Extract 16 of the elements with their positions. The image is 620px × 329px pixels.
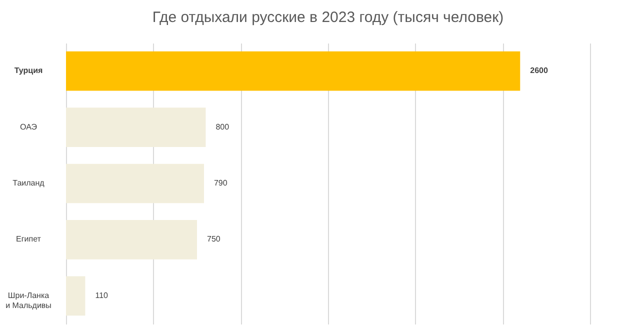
y-tick-label: Египет [16,234,42,244]
bar [66,276,86,316]
bar [66,164,204,204]
data-label: 800 [216,122,230,132]
chart-title: Где отдыхали русские в 2023 году (тысяч человек) [152,9,504,26]
data-label: 2600 [530,66,548,76]
y-tick-label: Шри-Ланка и Мальдивы [6,290,52,310]
y-tick-label: Таиланд [12,178,45,188]
bar [66,220,197,260]
data-label: 750 [207,234,221,244]
y-tick-label: ОАЭ [20,122,38,132]
bar [66,108,206,147]
y-tick-label: Турция [14,66,43,76]
data-label: 110 [95,290,109,300]
data-label: 790 [214,178,228,188]
bar [66,51,520,91]
